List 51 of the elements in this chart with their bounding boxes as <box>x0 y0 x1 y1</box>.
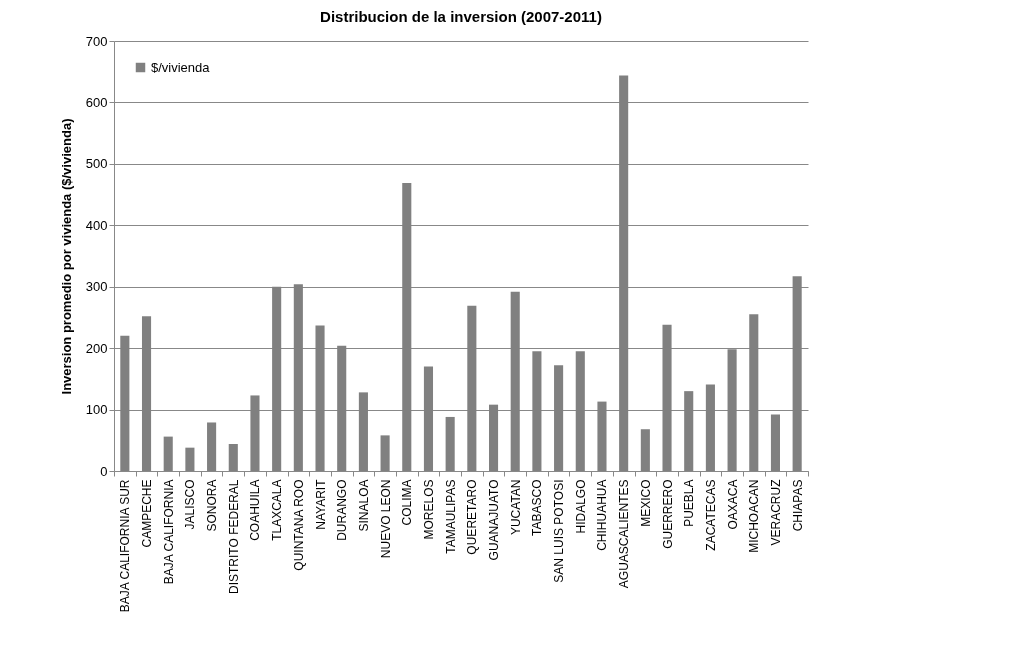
x-tick-label: QUINTANA ROO <box>291 479 306 571</box>
x-tick-label: GUANAJUATO <box>487 479 502 561</box>
bar <box>207 422 217 471</box>
x-tick-label: OAXACA <box>725 479 740 530</box>
y-tick-label: 200 <box>85 340 108 356</box>
x-tick-label: MICHOACAN <box>747 479 762 553</box>
x-tick-label: BAJA CALIFORNIA SUR <box>118 479 133 613</box>
chart-title: Distribucion de la inversion (2007-2011) <box>320 8 602 25</box>
x-tick-label: COLIMA <box>400 479 415 526</box>
x-tick-label: MEXICO <box>638 479 653 527</box>
x-tick-label: TLAXCALA <box>270 479 285 541</box>
x-tick-label: COAHUILA <box>248 479 263 541</box>
x-tick-label: SINALOA <box>356 479 371 532</box>
y-tick-label: 600 <box>85 94 108 110</box>
x-tick-label: SONORA <box>205 479 220 532</box>
legend-label: $/vivienda <box>151 59 211 75</box>
bar <box>445 416 455 471</box>
x-tick-label: ZACATECAS <box>703 479 718 551</box>
x-tick-label: NAYARIT <box>313 478 328 530</box>
x-tick-label: CHIHUAHUA <box>595 479 610 551</box>
x-tick-label: QUERETARO <box>465 479 480 555</box>
x-tick-label: CAMPECHE <box>140 479 155 548</box>
x-tick-label: TABASCO <box>530 479 545 536</box>
x-tick-label: SAN LUIS POTOSI <box>552 479 567 583</box>
x-tick-label: CHIAPAS <box>790 479 805 532</box>
x-tick-label: GUERRERO <box>660 479 675 549</box>
bar <box>770 414 781 471</box>
y-axis-title: Inversion promedio por vivienda ($/vivienda) <box>58 118 74 395</box>
y-tick-label: 300 <box>85 279 108 295</box>
x-tick-label: JALISCO <box>183 479 198 530</box>
bar <box>228 443 238 471</box>
bar <box>163 436 173 471</box>
bar <box>185 447 195 471</box>
x-tick-label: HIDALGO <box>573 479 588 534</box>
x-tick-label: TAMAULIPAS <box>443 479 458 554</box>
x-tick-label: BAJA CALIFORNIA <box>161 479 176 585</box>
bar <box>640 429 650 471</box>
x-tick-label: PUEBLA <box>682 479 697 527</box>
bar <box>380 435 390 471</box>
x-tick-label: VERACRUZ <box>768 479 783 546</box>
x-tick-label: DISTRITO FEDERAL <box>226 479 241 594</box>
x-tick-label: YUCATAN <box>508 479 523 536</box>
y-tick-label: 700 <box>85 33 108 49</box>
x-tick-label: NUEVO LEON <box>378 479 393 559</box>
x-tick-label: MORELOS <box>421 479 436 540</box>
x-tick-label: AGUASCALIENTES <box>617 479 632 589</box>
x-tick-label: DURANGO <box>335 479 350 541</box>
y-tick-label: 0 <box>100 463 108 479</box>
y-tick-label: 500 <box>85 156 108 172</box>
y-tick-label: 400 <box>85 217 108 233</box>
y-tick-label: 100 <box>85 402 108 418</box>
